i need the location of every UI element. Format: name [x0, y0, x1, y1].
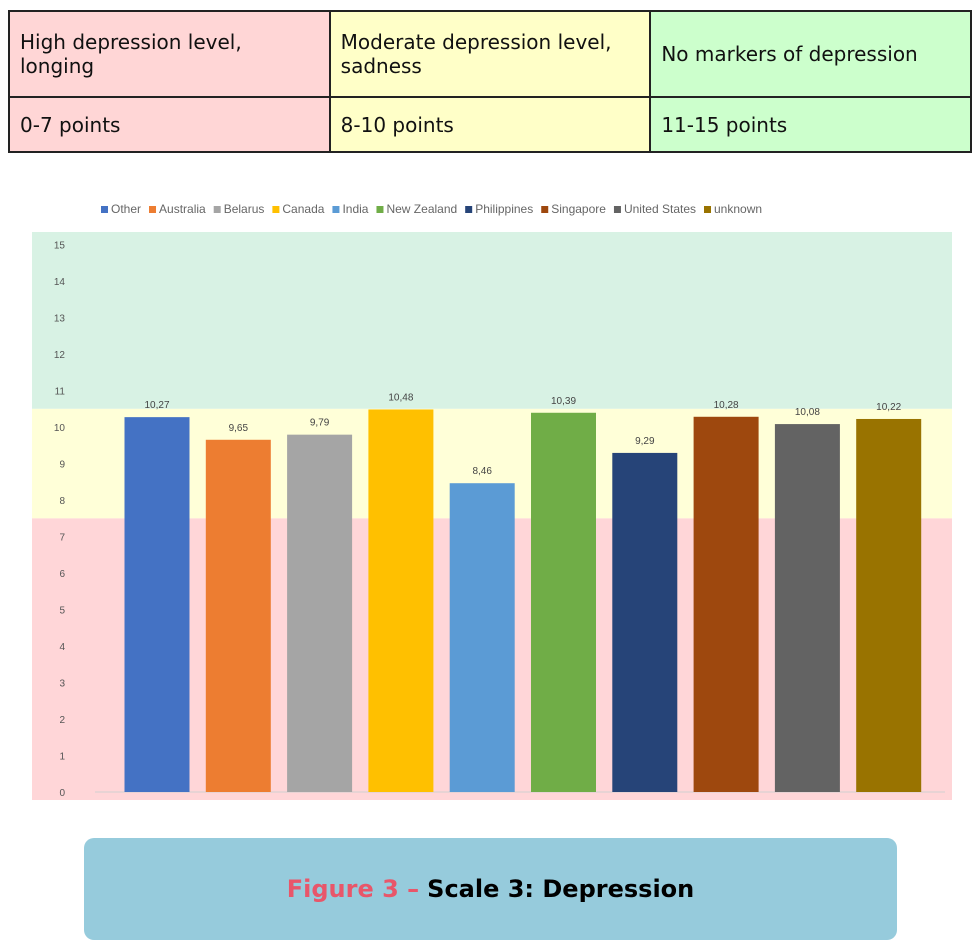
bar-new-zealand — [531, 412, 596, 792]
legend-swatch — [704, 206, 711, 213]
data-label: 9,29 — [635, 436, 655, 447]
y-tick-label: 14 — [54, 277, 66, 288]
depression-scale-table: High depression level, longing Moderate … — [8, 10, 972, 153]
figure-caption: Figure 3 – Scale 3: Depression — [84, 838, 897, 940]
legend-label: Other — [111, 202, 141, 216]
legend-swatch — [213, 206, 221, 213]
y-tick-label: 4 — [59, 642, 65, 653]
data-label: 10,48 — [388, 392, 413, 403]
legend-swatch — [272, 206, 280, 213]
level-none-label: No markers of depression — [649, 10, 972, 98]
data-label: 8,46 — [472, 466, 492, 477]
bar-philippines — [612, 452, 678, 792]
legend-label: unknown — [714, 202, 762, 216]
bar-other — [124, 417, 190, 792]
legend-swatch — [541, 206, 549, 213]
band-2 — [32, 232, 952, 409]
y-tick-label: 8 — [59, 496, 65, 507]
bar-belarus — [287, 434, 353, 792]
level-moderate-range: 8-10 points — [328, 96, 652, 153]
legend-label: New Zealand — [386, 202, 457, 216]
legend-swatch — [332, 206, 340, 213]
level-high-range: 0-7 points — [8, 96, 331, 153]
level-high-label: High depression level, longing — [8, 10, 331, 98]
bar-unknown — [856, 418, 922, 792]
legend-label: Canada — [282, 202, 324, 216]
y-tick-label: 5 — [59, 606, 65, 617]
legend-label: India — [342, 202, 368, 216]
legend-swatch — [149, 206, 157, 213]
data-label: 10,27 — [144, 400, 169, 411]
data-label: 10,22 — [876, 402, 901, 413]
level-moderate-label: Moderate depression level, sadness — [328, 10, 652, 98]
data-label: 10,39 — [551, 396, 576, 407]
legend-label: Belarus — [224, 202, 265, 216]
y-tick-label: 6 — [59, 569, 65, 580]
level-none-range: 11-15 points — [649, 96, 972, 153]
legend-label: United States — [624, 202, 696, 216]
legend-swatch — [465, 206, 473, 213]
y-tick-label: 12 — [54, 350, 66, 361]
bar-australia — [205, 439, 271, 792]
bar-singapore — [693, 416, 759, 792]
y-tick-label: 13 — [54, 314, 66, 325]
y-tick-label: 7 — [59, 533, 65, 544]
y-tick-label: 15 — [54, 241, 66, 252]
legend-swatch — [613, 206, 621, 213]
data-label: 10,08 — [795, 407, 820, 418]
figure-title: Scale 3: Depression — [427, 875, 695, 903]
data-label: 9,65 — [229, 423, 249, 434]
bar-india — [449, 483, 515, 792]
y-tick-label: 0 — [59, 788, 65, 799]
legend-label: Philippines — [475, 202, 533, 216]
bar-canada — [368, 409, 434, 792]
data-label: 9,79 — [310, 418, 330, 429]
y-tick-label: 11 — [55, 387, 66, 398]
y-tick-label: 1 — [59, 752, 65, 763]
y-tick-label: 3 — [59, 679, 65, 690]
legend-label: Australia — [159, 202, 206, 216]
bar-united-states — [774, 424, 840, 792]
legend-swatch — [101, 206, 108, 213]
legend-swatch — [376, 206, 384, 213]
data-label: 10,28 — [714, 400, 739, 411]
legend-label: Singapore — [551, 202, 606, 216]
y-tick-label: 10 — [54, 423, 66, 434]
figure-number: Figure 3 – — [286, 875, 420, 903]
y-tick-label: 2 — [59, 715, 65, 726]
y-tick-label: 9 — [59, 460, 65, 471]
